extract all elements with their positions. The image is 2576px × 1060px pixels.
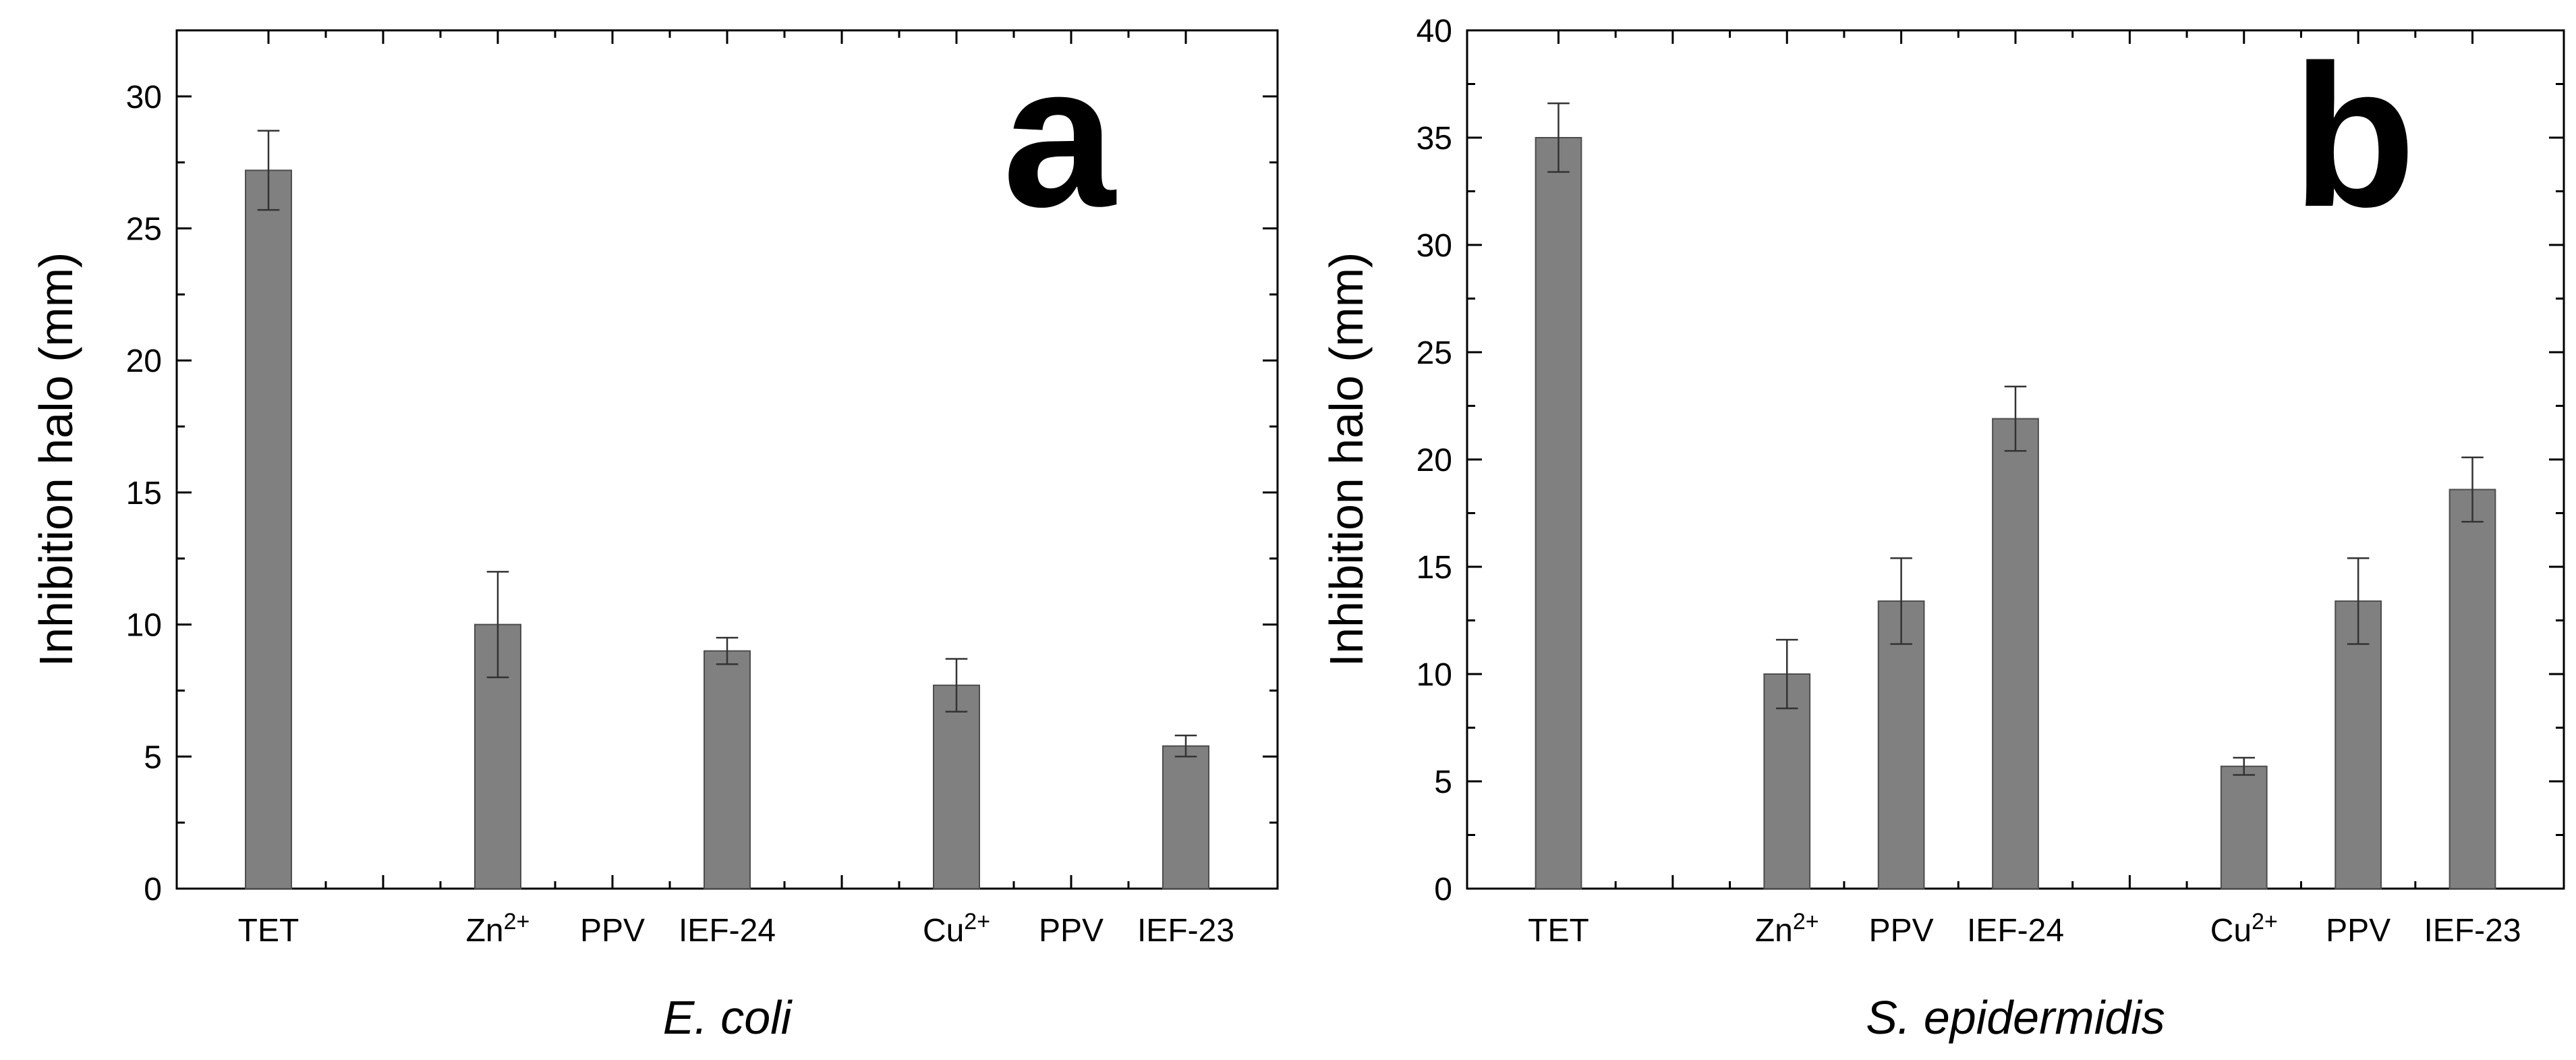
- bar-ief-23: [1162, 745, 1209, 890]
- x-axis-title: S. epidermidis: [1866, 991, 2165, 1044]
- y-axis-title: Inhibition halo (mm): [1320, 252, 1373, 667]
- y-tick-label: 0: [144, 872, 162, 908]
- x-tick-label: PPV: [1039, 913, 1104, 949]
- panel-label: b: [2292, 22, 2415, 249]
- panel-label: a: [1003, 22, 1117, 249]
- x-tick-label: IEF-24: [679, 913, 776, 949]
- x-tick-label: PPV: [1869, 913, 1934, 949]
- x-axis-title: E. coli: [663, 991, 793, 1044]
- error-bar-zn2-: [1775, 638, 1798, 710]
- y-tick-label: 0: [1434, 872, 1452, 908]
- bar-zn2-: [1763, 673, 1811, 889]
- error-bar-ief-24: [716, 636, 739, 665]
- error-bar-ief-24: [2004, 385, 2027, 452]
- error-bar-cu2-: [2233, 756, 2256, 776]
- y-tick-label: 25: [126, 212, 162, 248]
- x-tick-label: TET: [1528, 913, 1589, 949]
- y-tick-label: 40: [1416, 13, 1452, 49]
- y-tick-label: 30: [1416, 228, 1452, 264]
- bar-cu2-: [2220, 765, 2268, 889]
- x-tick-label: Cu2+: [2210, 909, 2278, 949]
- y-axis-title: Inhibition halo (mm): [30, 252, 82, 667]
- x-tick-label: Cu2+: [923, 909, 990, 949]
- error-bar-ppv: [1890, 557, 1912, 645]
- bar-ief-24: [1992, 418, 2039, 889]
- y-tick-label: 10: [126, 608, 162, 644]
- bar-ief-23: [2449, 489, 2496, 889]
- bar-ppv: [1877, 600, 1925, 889]
- x-tick-label: Zn2+: [1755, 909, 1819, 949]
- x-tick-label: IEF-24: [1967, 913, 2064, 949]
- error-bar-zn2-: [486, 571, 509, 679]
- bar-cu2-: [933, 684, 980, 889]
- y-tick-label: 30: [126, 80, 162, 115]
- y-tick-label: 10: [1416, 657, 1452, 693]
- x-tick-label: IEF-23: [2424, 913, 2521, 949]
- x-tick-label: PPV: [2326, 913, 2391, 949]
- error-bar-cu2-: [945, 658, 968, 713]
- x-tick-label: Zn2+: [466, 909, 530, 949]
- error-bar-ief-23: [1174, 734, 1197, 758]
- error-bar-ppv: [2347, 557, 2370, 645]
- x-tick-label: TET: [238, 913, 299, 949]
- chart-panel-a: 0 5 10 15 20 25 30 TET Zn2+ PPV IEF-24 Cu2+ PPV IEF-2…: [30, 22, 1279, 1044]
- bar-tet: [1535, 137, 1582, 889]
- error-bar-tet: [1547, 102, 1570, 173]
- y-tick-label: 15: [1416, 550, 1452, 586]
- y-tick-label: 15: [126, 476, 162, 511]
- error-bar-tet: [257, 130, 280, 211]
- chart-panel-b: 0 5 10 15 20 25 30 35 40 TET Zn2+ PPV IEF-24 Cu2+ PPV I…: [1320, 13, 2565, 1044]
- y-tick-label: 20: [126, 343, 162, 379]
- y-tick-label: 5: [1434, 764, 1452, 800]
- error-bar-ief-23: [2461, 456, 2484, 523]
- bar-ief-24: [704, 650, 751, 889]
- bar-tet: [245, 169, 292, 890]
- y-tick-label: 35: [1416, 121, 1452, 157]
- y-tick-label: 20: [1416, 443, 1452, 478]
- x-tick-label: IEF-23: [1137, 913, 1234, 949]
- y-tick-label: 5: [144, 740, 162, 775]
- x-tick-label: PPV: [580, 913, 645, 949]
- y-tick-label: 25: [1416, 335, 1452, 371]
